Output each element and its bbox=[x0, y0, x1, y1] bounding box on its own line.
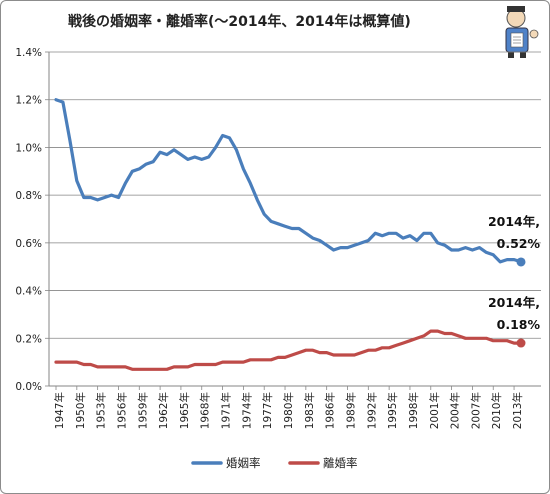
series-line-2 bbox=[54, 329, 523, 371]
y-tick-label: 0.0% bbox=[15, 381, 42, 393]
annotation-year: 2014年, bbox=[488, 214, 540, 229]
x-tick-label: 1971年 bbox=[220, 392, 233, 429]
x-axis-ticks: 1947年 1950年 1953年 1956年 1959年 1962年 1965年 1968年… bbox=[53, 386, 524, 429]
x-tick-label: 1953年 bbox=[95, 392, 108, 429]
x-tick-label: 2004年 bbox=[449, 392, 462, 429]
y-tick-label: 1.0% bbox=[15, 142, 42, 154]
annotation-year: 2014年, bbox=[488, 295, 540, 310]
x-tick-label: 1980年 bbox=[282, 392, 295, 429]
x-tick-label: 2007年 bbox=[469, 392, 482, 429]
y-tick-label: 0.4% bbox=[15, 286, 42, 298]
annotation-value: 0.52% bbox=[497, 236, 541, 251]
series-endpoint-1 bbox=[516, 257, 526, 267]
legend-label: 離婚率 bbox=[323, 456, 358, 470]
x-tick-label: 2010年 bbox=[490, 392, 503, 429]
x-tick-label: 1989年 bbox=[344, 392, 357, 429]
x-tick-label: 1986年 bbox=[324, 392, 337, 429]
x-tick-label: 1977年 bbox=[261, 392, 274, 429]
mascot-logo bbox=[505, 6, 539, 58]
x-tick-label: 1992年 bbox=[365, 392, 378, 429]
x-tick-label: 1974年 bbox=[240, 392, 253, 429]
x-tick-label: 1998年 bbox=[407, 392, 420, 429]
series-endpoint-2 bbox=[516, 338, 526, 348]
y-tick-label: 0.6% bbox=[15, 238, 42, 250]
series-layer bbox=[54, 98, 526, 371]
x-tick-label: 2013年 bbox=[511, 392, 524, 429]
y-tick-label: 1.2% bbox=[15, 95, 42, 107]
axes bbox=[48, 52, 541, 387]
y-tick-label: 0.8% bbox=[15, 190, 42, 202]
y-tick-label: 0.2% bbox=[15, 333, 42, 345]
x-tick-label: 1968年 bbox=[199, 392, 212, 429]
y-axis-ticks: 0.0% 0.2% 0.4% 0.6% 0.8% 1.0% 1.2% 1.4% bbox=[15, 47, 42, 393]
chart-title: 戦後の婚姻率・離婚率(〜2014年、2014年は概算値) bbox=[68, 13, 411, 30]
x-tick-label: 1950年 bbox=[74, 392, 87, 429]
x-tick-label: 1965年 bbox=[178, 392, 191, 429]
x-tick-label: 1995年 bbox=[386, 392, 399, 429]
x-tick-label: 1947年 bbox=[53, 392, 66, 429]
series-line-1 bbox=[54, 98, 523, 264]
y-tick-label: 1.4% bbox=[15, 47, 42, 59]
x-tick-label: 1983年 bbox=[303, 392, 316, 429]
x-tick-label: 1962年 bbox=[157, 392, 170, 429]
legend-label: 婚姻率 bbox=[226, 456, 261, 470]
gridlines bbox=[45, 51, 541, 387]
x-tick-label: 1959年 bbox=[136, 392, 149, 429]
annotation-value: 0.18% bbox=[497, 317, 541, 332]
legend: 婚姻率 離婚率 bbox=[191, 456, 358, 470]
annotations: 2014年, 0.52% 2014年, 0.18% bbox=[488, 214, 541, 332]
x-tick-label: 1956年 bbox=[115, 392, 128, 429]
x-tick-label: 2001年 bbox=[428, 392, 441, 429]
